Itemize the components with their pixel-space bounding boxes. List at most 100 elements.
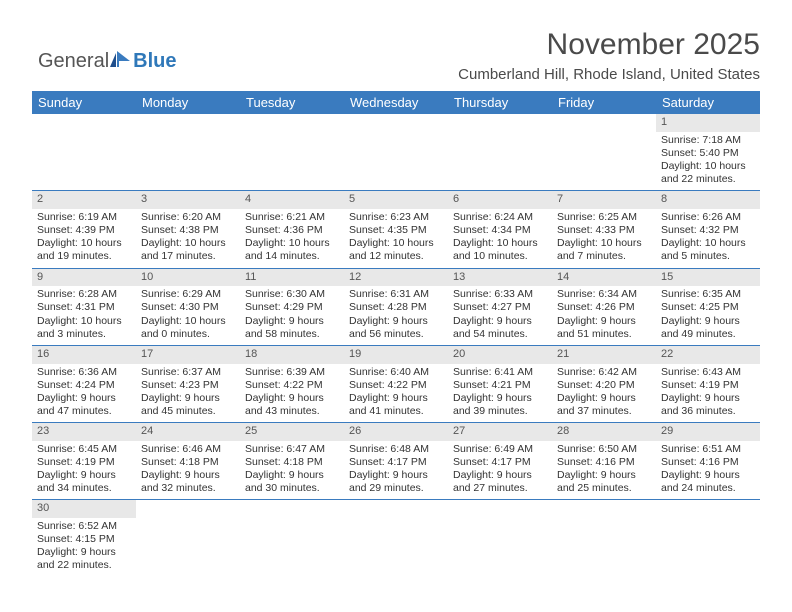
calendar-row: 23Sunrise: 6:45 AMSunset: 4:19 PMDayligh… xyxy=(32,423,760,500)
calendar-cell: 20Sunrise: 6:41 AMSunset: 4:21 PMDayligh… xyxy=(448,346,552,422)
daylight-text: Daylight: 9 hours xyxy=(557,469,651,482)
day-details: Sunrise: 6:34 AMSunset: 4:26 PMDaylight:… xyxy=(552,286,656,345)
sunrise-text: Sunrise: 6:52 AM xyxy=(37,520,131,533)
calendar-cell: 12Sunrise: 6:31 AMSunset: 4:28 PMDayligh… xyxy=(344,269,448,345)
sunset-text: Sunset: 4:18 PM xyxy=(141,456,235,469)
day-number: 5 xyxy=(344,191,448,209)
calendar-cell: 16Sunrise: 6:36 AMSunset: 4:24 PMDayligh… xyxy=(32,346,136,422)
calendar-cell: 13Sunrise: 6:33 AMSunset: 4:27 PMDayligh… xyxy=(448,269,552,345)
day-number: 1 xyxy=(656,114,760,132)
day-number: 23 xyxy=(32,423,136,441)
calendar-cell: 1Sunrise: 7:18 AMSunset: 5:40 PMDaylight… xyxy=(656,114,760,190)
daylight-text-2: and 47 minutes. xyxy=(37,405,131,418)
calendar-cell: 7Sunrise: 6:25 AMSunset: 4:33 PMDaylight… xyxy=(552,191,656,267)
calendar-cell: 28Sunrise: 6:50 AMSunset: 4:16 PMDayligh… xyxy=(552,423,656,499)
daylight-text: Daylight: 10 hours xyxy=(349,237,443,250)
sunset-text: Sunset: 4:27 PM xyxy=(453,301,547,314)
daylight-text-2: and 0 minutes. xyxy=(141,328,235,341)
sunrise-text: Sunrise: 6:51 AM xyxy=(661,443,755,456)
calendar-cell: 21Sunrise: 6:42 AMSunset: 4:20 PMDayligh… xyxy=(552,346,656,422)
daylight-text: Daylight: 9 hours xyxy=(661,469,755,482)
daylight-text-2: and 34 minutes. xyxy=(37,482,131,495)
day-details: Sunrise: 6:47 AMSunset: 4:18 PMDaylight:… xyxy=(240,441,344,500)
sunrise-text: Sunrise: 6:31 AM xyxy=(349,288,443,301)
sunrise-text: Sunrise: 6:37 AM xyxy=(141,366,235,379)
weekday-tuesday: Tuesday xyxy=(240,91,344,114)
day-number: 10 xyxy=(136,269,240,287)
logo-text-blue: Blue xyxy=(133,50,176,73)
daylight-text-2: and 12 minutes. xyxy=(349,250,443,263)
daylight-text-2: and 32 minutes. xyxy=(141,482,235,495)
sunset-text: Sunset: 4:36 PM xyxy=(245,224,339,237)
day-details: Sunrise: 6:37 AMSunset: 4:23 PMDaylight:… xyxy=(136,364,240,423)
calendar-cell-empty xyxy=(240,114,344,190)
calendar-cell: 3Sunrise: 6:20 AMSunset: 4:38 PMDaylight… xyxy=(136,191,240,267)
day-details: Sunrise: 6:29 AMSunset: 4:30 PMDaylight:… xyxy=(136,286,240,345)
day-details: Sunrise: 6:46 AMSunset: 4:18 PMDaylight:… xyxy=(136,441,240,500)
calendar-cell: 25Sunrise: 6:47 AMSunset: 4:18 PMDayligh… xyxy=(240,423,344,499)
calendar-cell: 23Sunrise: 6:45 AMSunset: 4:19 PMDayligh… xyxy=(32,423,136,499)
daylight-text-2: and 56 minutes. xyxy=(349,328,443,341)
calendar-cell-empty xyxy=(240,500,344,576)
day-details: Sunrise: 6:45 AMSunset: 4:19 PMDaylight:… xyxy=(32,441,136,500)
calendar-cell: 6Sunrise: 6:24 AMSunset: 4:34 PMDaylight… xyxy=(448,191,552,267)
calendar-cell-empty xyxy=(552,114,656,190)
daylight-text-2: and 30 minutes. xyxy=(245,482,339,495)
calendar: SundayMondayTuesdayWednesdayThursdayFrid… xyxy=(32,91,760,577)
day-details: Sunrise: 6:25 AMSunset: 4:33 PMDaylight:… xyxy=(552,209,656,268)
day-number: 26 xyxy=(344,423,448,441)
sunset-text: Sunset: 4:19 PM xyxy=(37,456,131,469)
calendar-cell: 2Sunrise: 6:19 AMSunset: 4:39 PMDaylight… xyxy=(32,191,136,267)
day-number: 24 xyxy=(136,423,240,441)
weekday-wednesday: Wednesday xyxy=(344,91,448,114)
calendar-row: 2Sunrise: 6:19 AMSunset: 4:39 PMDaylight… xyxy=(32,191,760,268)
day-number: 19 xyxy=(344,346,448,364)
daylight-text-2: and 10 minutes. xyxy=(453,250,547,263)
daylight-text: Daylight: 9 hours xyxy=(141,469,235,482)
daylight-text-2: and 24 minutes. xyxy=(661,482,755,495)
sunrise-text: Sunrise: 6:21 AM xyxy=(245,211,339,224)
daylight-text: Daylight: 9 hours xyxy=(245,392,339,405)
sunrise-text: Sunrise: 6:45 AM xyxy=(37,443,131,456)
sunset-text: Sunset: 4:18 PM xyxy=(245,456,339,469)
sunrise-text: Sunrise: 7:18 AM xyxy=(661,134,755,147)
daylight-text-2: and 22 minutes. xyxy=(661,173,755,186)
daylight-text-2: and 41 minutes. xyxy=(349,405,443,418)
logo-text-general: General xyxy=(38,50,109,73)
weekday-thursday: Thursday xyxy=(448,91,552,114)
day-details: Sunrise: 6:28 AMSunset: 4:31 PMDaylight:… xyxy=(32,286,136,345)
day-number: 13 xyxy=(448,269,552,287)
logo: General Blue xyxy=(38,50,177,73)
calendar-cell-empty xyxy=(448,500,552,576)
sunset-text: Sunset: 4:22 PM xyxy=(245,379,339,392)
daylight-text: Daylight: 9 hours xyxy=(37,469,131,482)
calendar-row: 9Sunrise: 6:28 AMSunset: 4:31 PMDaylight… xyxy=(32,269,760,346)
sunset-text: Sunset: 4:38 PM xyxy=(141,224,235,237)
daylight-text: Daylight: 9 hours xyxy=(557,315,651,328)
day-number: 28 xyxy=(552,423,656,441)
calendar-cell: 18Sunrise: 6:39 AMSunset: 4:22 PMDayligh… xyxy=(240,346,344,422)
sunrise-text: Sunrise: 6:39 AM xyxy=(245,366,339,379)
daylight-text-2: and 5 minutes. xyxy=(661,250,755,263)
day-details: Sunrise: 7:18 AMSunset: 5:40 PMDaylight:… xyxy=(656,132,760,191)
daylight-text: Daylight: 10 hours xyxy=(37,315,131,328)
daylight-text: Daylight: 9 hours xyxy=(453,315,547,328)
calendar-cell: 10Sunrise: 6:29 AMSunset: 4:30 PMDayligh… xyxy=(136,269,240,345)
calendar-cell-empty xyxy=(344,114,448,190)
sunset-text: Sunset: 4:16 PM xyxy=(661,456,755,469)
daylight-text-2: and 36 minutes. xyxy=(661,405,755,418)
sunrise-text: Sunrise: 6:50 AM xyxy=(557,443,651,456)
sunset-text: Sunset: 4:15 PM xyxy=(37,533,131,546)
daylight-text: Daylight: 10 hours xyxy=(141,237,235,250)
sunset-text: Sunset: 4:29 PM xyxy=(245,301,339,314)
day-number: 6 xyxy=(448,191,552,209)
sunset-text: Sunset: 4:23 PM xyxy=(141,379,235,392)
sunrise-text: Sunrise: 6:40 AM xyxy=(349,366,443,379)
sunset-text: Sunset: 4:20 PM xyxy=(557,379,651,392)
calendar-row: 1Sunrise: 7:18 AMSunset: 5:40 PMDaylight… xyxy=(32,114,760,191)
day-number: 20 xyxy=(448,346,552,364)
daylight-text: Daylight: 10 hours xyxy=(141,315,235,328)
weekday-friday: Friday xyxy=(552,91,656,114)
day-number: 2 xyxy=(32,191,136,209)
sunrise-text: Sunrise: 6:46 AM xyxy=(141,443,235,456)
